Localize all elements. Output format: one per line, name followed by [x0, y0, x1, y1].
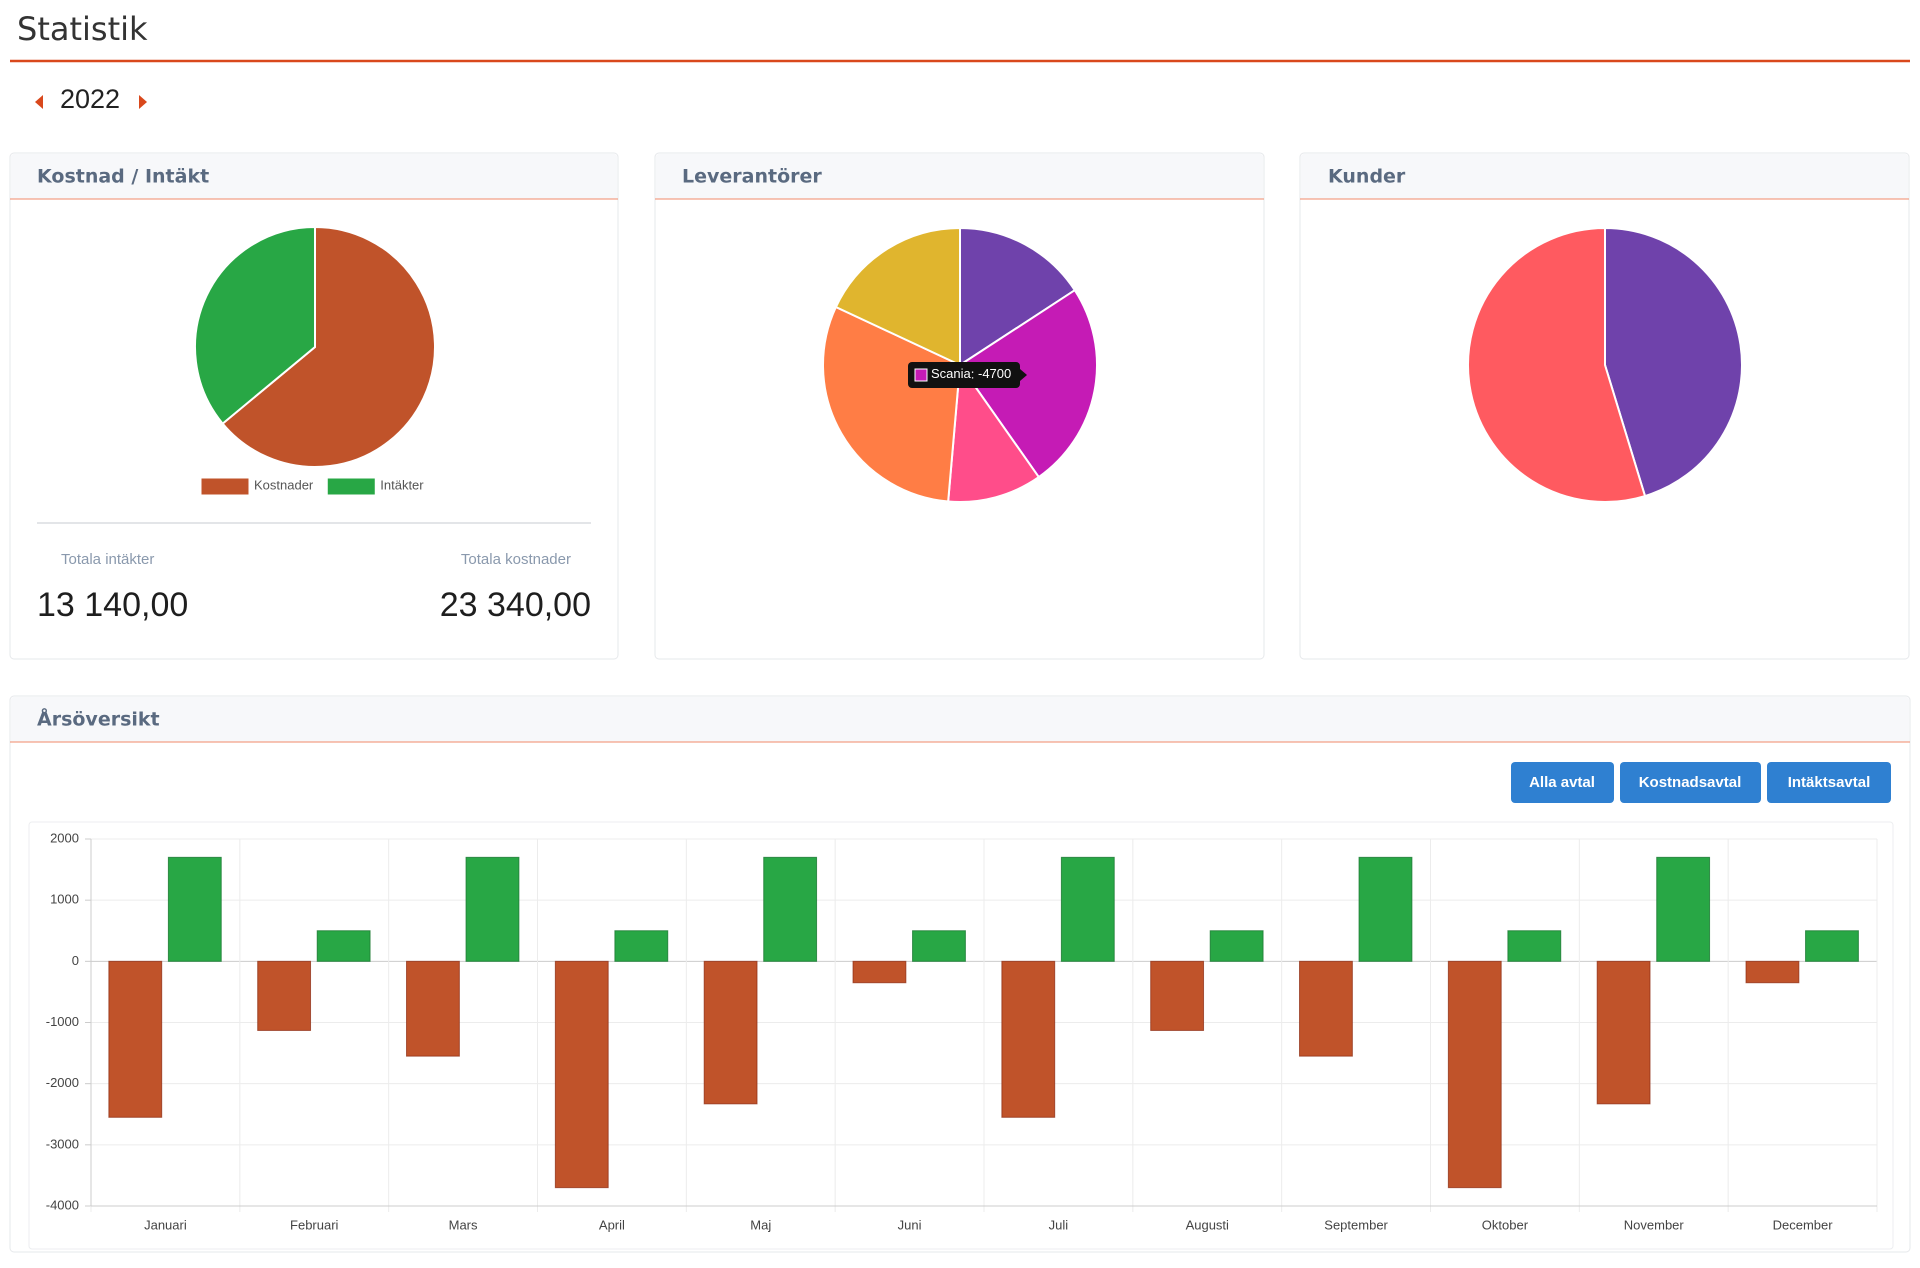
y-tick-label: -1000	[46, 1014, 79, 1029]
legend-label: Intäkter	[380, 477, 424, 492]
bar	[1507, 930, 1562, 962]
x-tick-label: November	[1624, 1217, 1685, 1232]
button[interactable]	[1511, 762, 1614, 803]
y-tick-label: 1000	[50, 892, 79, 907]
bar	[167, 856, 222, 962]
tooltip-text: Scania: -4700	[931, 366, 1011, 381]
bar	[1745, 960, 1800, 984]
bar	[1001, 960, 1056, 1118]
tooltip-value: -4700	[978, 366, 1011, 381]
bar	[763, 856, 818, 962]
x-tick-label: Augusti	[1186, 1217, 1229, 1232]
bar	[1447, 960, 1502, 1189]
bar	[614, 930, 669, 962]
legend-swatch	[201, 478, 249, 495]
buttons: Alla avtal Kostnadsavtal Intäktsavtal	[1511, 762, 1891, 803]
x-tick-label: Oktober	[1482, 1217, 1529, 1232]
pie-slice	[194, 225, 316, 426]
total-cost: 23 340,00	[440, 586, 591, 624]
card-title: Årsöversikt	[37, 707, 160, 731]
y-tick-label: 0	[72, 953, 79, 968]
bar	[912, 930, 966, 962]
x-tick-label: September	[1324, 1217, 1388, 1232]
bar	[703, 960, 758, 1105]
chart-frame	[28, 821, 1894, 1250]
y-tick-label: -3000	[46, 1136, 79, 1151]
card-header	[11, 697, 1909, 742]
card-title: Kostnad / Intäkt	[37, 166, 209, 188]
x-tick-label: Juli	[1049, 1217, 1069, 1232]
bar	[554, 960, 609, 1189]
year: 2022	[60, 84, 120, 114]
button[interactable]	[1620, 762, 1761, 803]
button-label: Kostnadsavtal	[1639, 774, 1742, 791]
totals-label: Totala kostnader	[461, 551, 571, 568]
x-tick-label: Maj	[750, 1217, 771, 1232]
card-title: Kunder	[1328, 166, 1406, 188]
x-tick-label: April	[599, 1217, 625, 1232]
card-header	[1301, 154, 1908, 199]
tooltip-swatch	[914, 368, 928, 382]
pie-slice	[221, 225, 436, 468]
bar	[1150, 960, 1205, 1031]
pie-slice	[1604, 226, 1743, 498]
x-tick-label: Februari	[290, 1217, 339, 1232]
bar	[1805, 930, 1859, 962]
bar	[257, 960, 312, 1031]
bar	[852, 960, 907, 984]
legend-swatch	[327, 478, 375, 495]
x-tick-label: Mars	[449, 1217, 478, 1232]
prev-year[interactable]	[35, 95, 43, 109]
bar	[465, 856, 520, 962]
y-tick-label: -2000	[46, 1075, 79, 1090]
next-year[interactable]	[139, 95, 147, 109]
tooltip-arrow	[1020, 369, 1027, 381]
bar	[1299, 960, 1353, 1057]
bar	[406, 960, 460, 1057]
card	[9, 695, 1911, 1253]
y-tick-label: 2000	[50, 830, 79, 845]
y-tick-label: -4000	[46, 1197, 79, 1212]
page-title: Statistik	[17, 10, 148, 48]
x-tick-label: December	[1773, 1217, 1834, 1232]
button-label: Alla avtal	[1529, 774, 1595, 791]
pie-slice	[947, 362, 1041, 503]
button[interactable]	[1767, 762, 1891, 803]
cards	[9, 152, 1911, 1253]
bar	[1209, 930, 1264, 962]
card-title: Leverantörer	[682, 166, 822, 188]
tooltip-category: Scania	[931, 366, 972, 381]
bar	[108, 960, 163, 1118]
legend-label: Kostnader	[254, 477, 314, 492]
pie-slice	[958, 288, 1098, 479]
card-header	[656, 154, 1263, 199]
bar	[316, 930, 371, 962]
button-label: Intäktsavtal	[1788, 774, 1871, 791]
bar	[1596, 960, 1651, 1105]
pie-slice	[834, 226, 961, 367]
bar	[1358, 856, 1413, 962]
pie-slice	[822, 305, 962, 503]
pie-slice	[959, 226, 1077, 367]
card-header	[11, 154, 617, 199]
tooltip: Scania: -4700	[908, 362, 1027, 388]
bar	[1656, 856, 1711, 962]
tooltip-box	[908, 362, 1020, 388]
pie-slice	[1467, 226, 1647, 503]
totals-label: Totala intäkter	[61, 551, 154, 568]
x-tick-label: Juni	[898, 1217, 922, 1232]
x-tick-label: Januari	[144, 1217, 187, 1232]
bar	[1060, 856, 1115, 962]
total-income: 13 140,00	[37, 586, 188, 624]
